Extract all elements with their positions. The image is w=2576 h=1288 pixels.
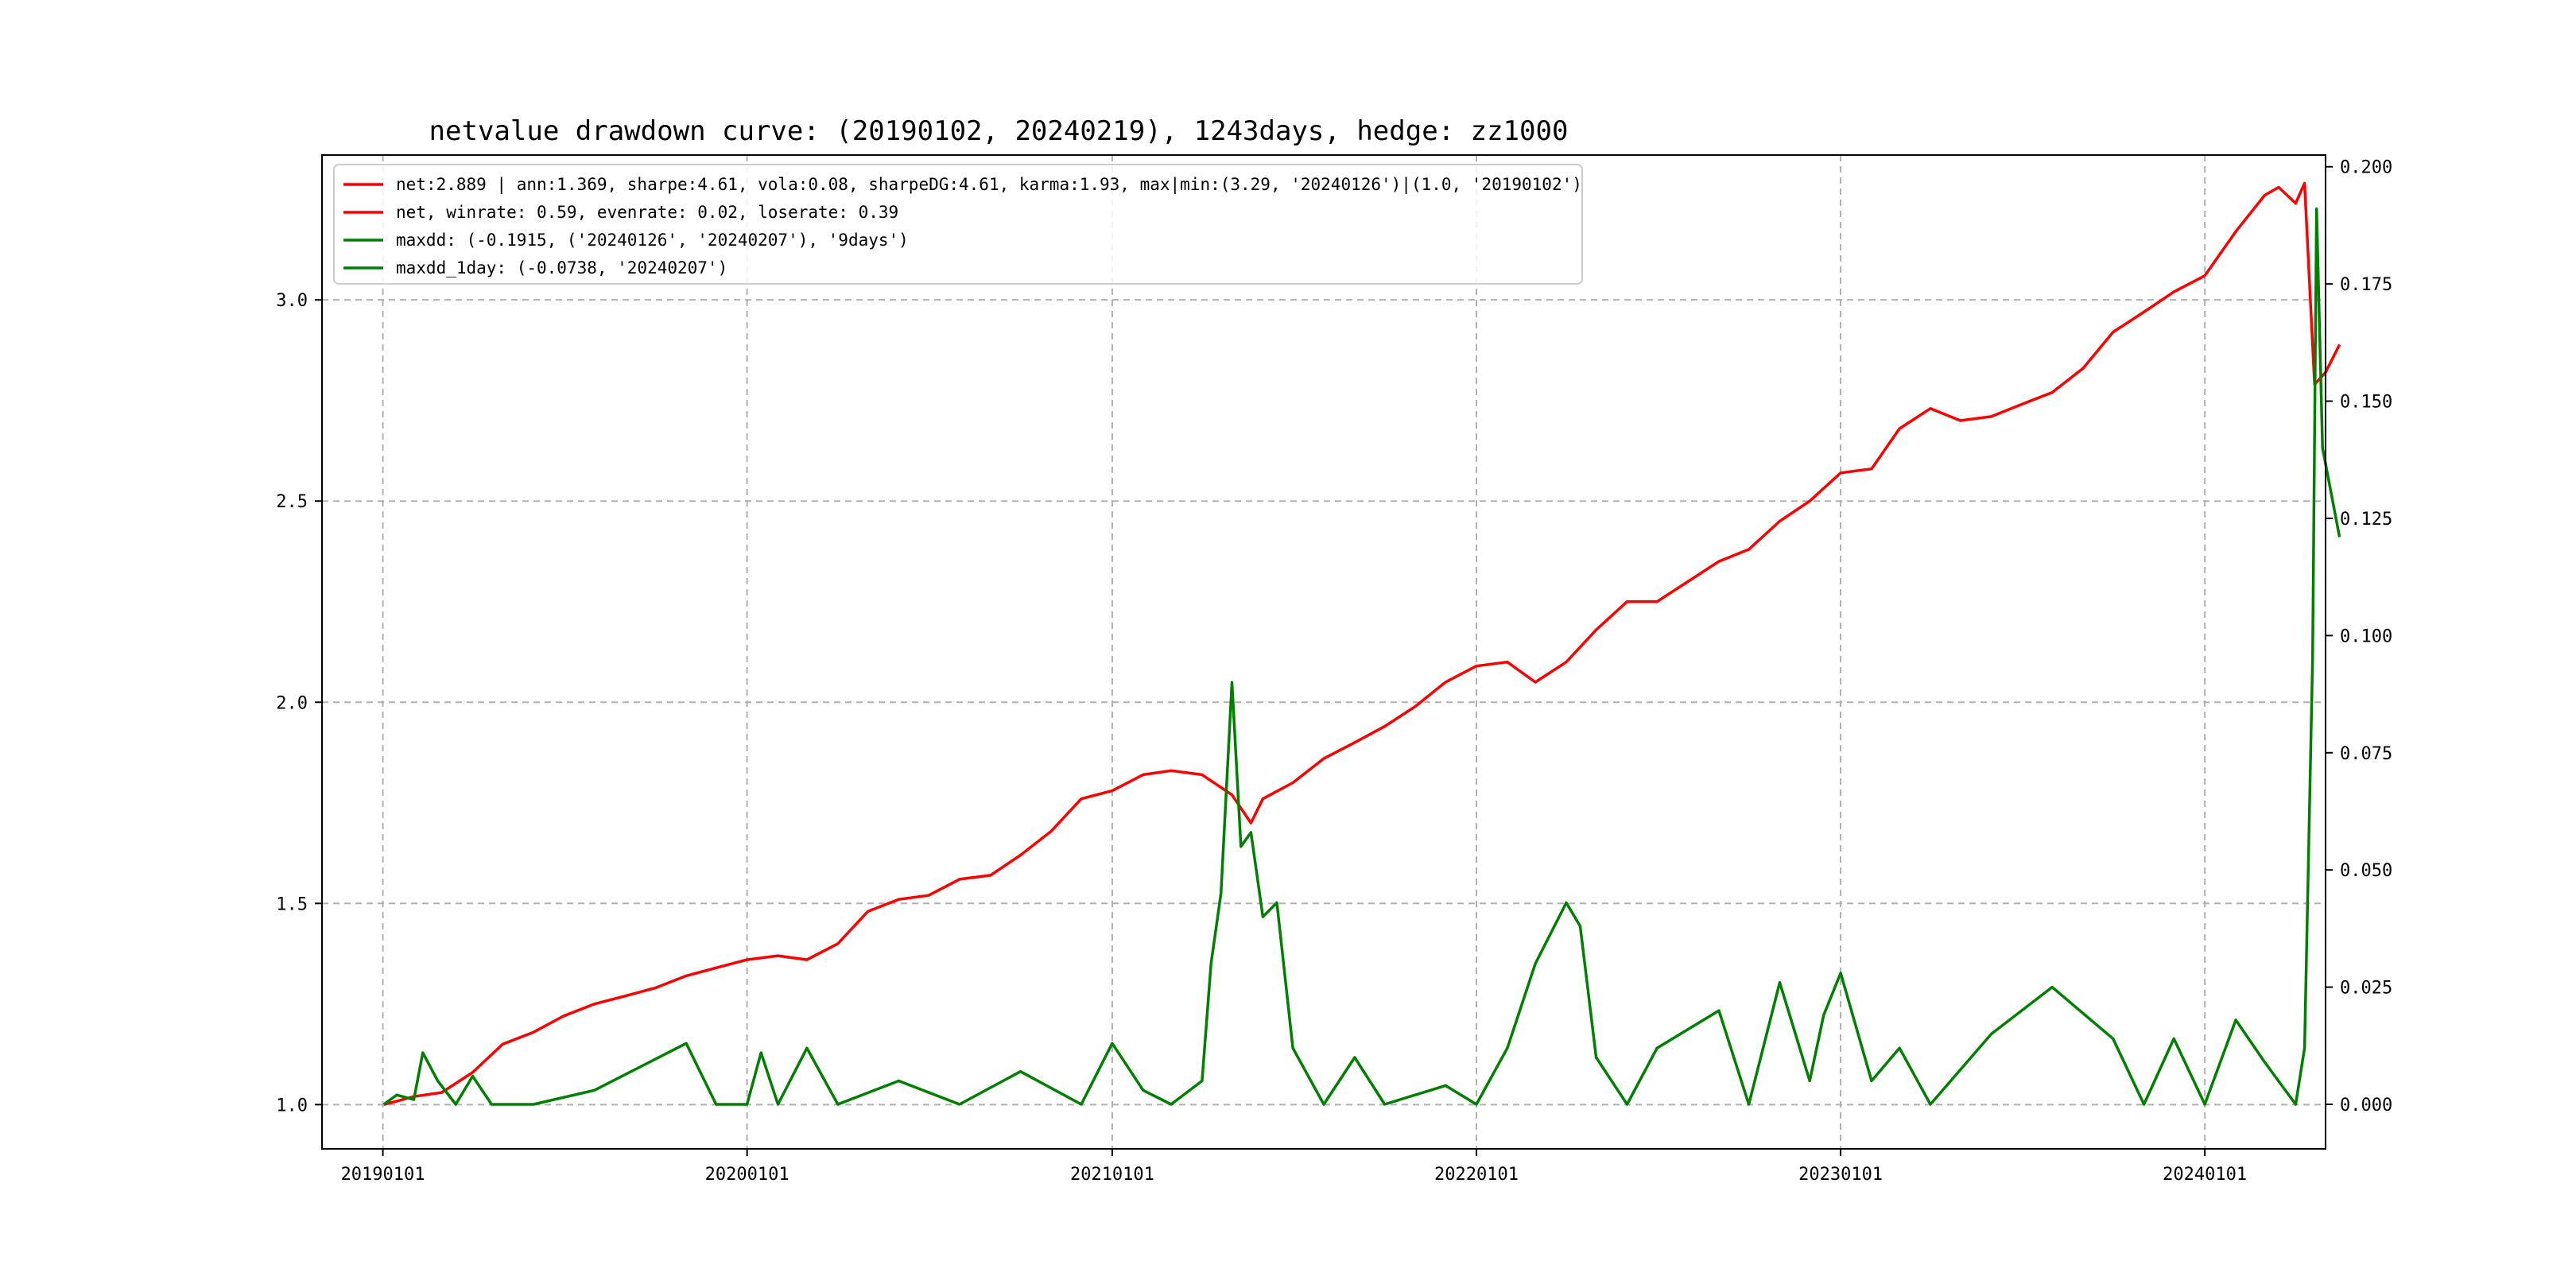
- y-right-tick-label: 0.050: [2340, 861, 2392, 881]
- y-right-tick-label: 0.100: [2340, 627, 2392, 646]
- x-tick-label: 20230101: [1798, 1165, 1883, 1185]
- chart-title: netvalue drawdown curve: (20190102, 2024…: [429, 115, 1569, 147]
- y-right-tick-label: 0.175: [2340, 275, 2392, 295]
- y-left-tick-label: 2.0: [276, 693, 308, 713]
- plot-frame: [321, 154, 2326, 1150]
- y-left-tick-label: 1.5: [276, 894, 308, 914]
- legend-label: net, winrate: 0.59, evenrate: 0.02, lose…: [396, 203, 898, 222]
- x-tick-label: 20210101: [1070, 1165, 1154, 1185]
- x-tick-label: 20190101: [341, 1165, 425, 1185]
- x-axis: 20190101 20200101 20210101 20220101 20230101…: [341, 1149, 2247, 1185]
- legend-label: maxdd_1day: (-0.0738, '20240207'): [396, 258, 727, 277]
- legend-box: [333, 164, 1583, 285]
- series-line-maxdd: [382, 208, 2341, 1106]
- x-tick-label: 20200101: [705, 1165, 789, 1185]
- y-right-tick-label: 0.025: [2340, 979, 2392, 999]
- y-left-tick-label: 1.0: [276, 1096, 308, 1115]
- y-right-tick-label: 0.000: [2340, 1096, 2392, 1115]
- y-left-tick-label: 3.0: [276, 291, 308, 311]
- y-right-tick-label: 0.200: [2340, 158, 2392, 178]
- y-axis-right: 0.000 0.025 0.050 0.075 0.100 0.125 0.150 0.175…: [2326, 158, 2392, 1115]
- y-right-tick-label: 0.075: [2340, 744, 2392, 764]
- x-tick-label: 20220101: [1434, 1165, 1519, 1185]
- y-right-tick-label: 0.150: [2340, 393, 2392, 413]
- y-left-tick-label: 2.5: [276, 492, 308, 512]
- y-right-tick-label: 0.125: [2340, 510, 2392, 530]
- series-line-net: [383, 181, 2341, 1106]
- legend-label: net:2.889 | ann:1.369, sharpe:4.61, vola…: [396, 175, 1582, 195]
- y-axis-left: 1.0 1.5 2.0 2.5 3.0: [276, 291, 322, 1115]
- legend: net:2.889 | ann:1.369, sharpe:4.61, vola…: [333, 164, 1583, 285]
- legend-label: maxdd: (-0.1915, ('20240126', '20240207'…: [396, 231, 909, 250]
- plot-area: [382, 181, 2341, 1106]
- x-tick-label: 20240101: [2163, 1165, 2247, 1185]
